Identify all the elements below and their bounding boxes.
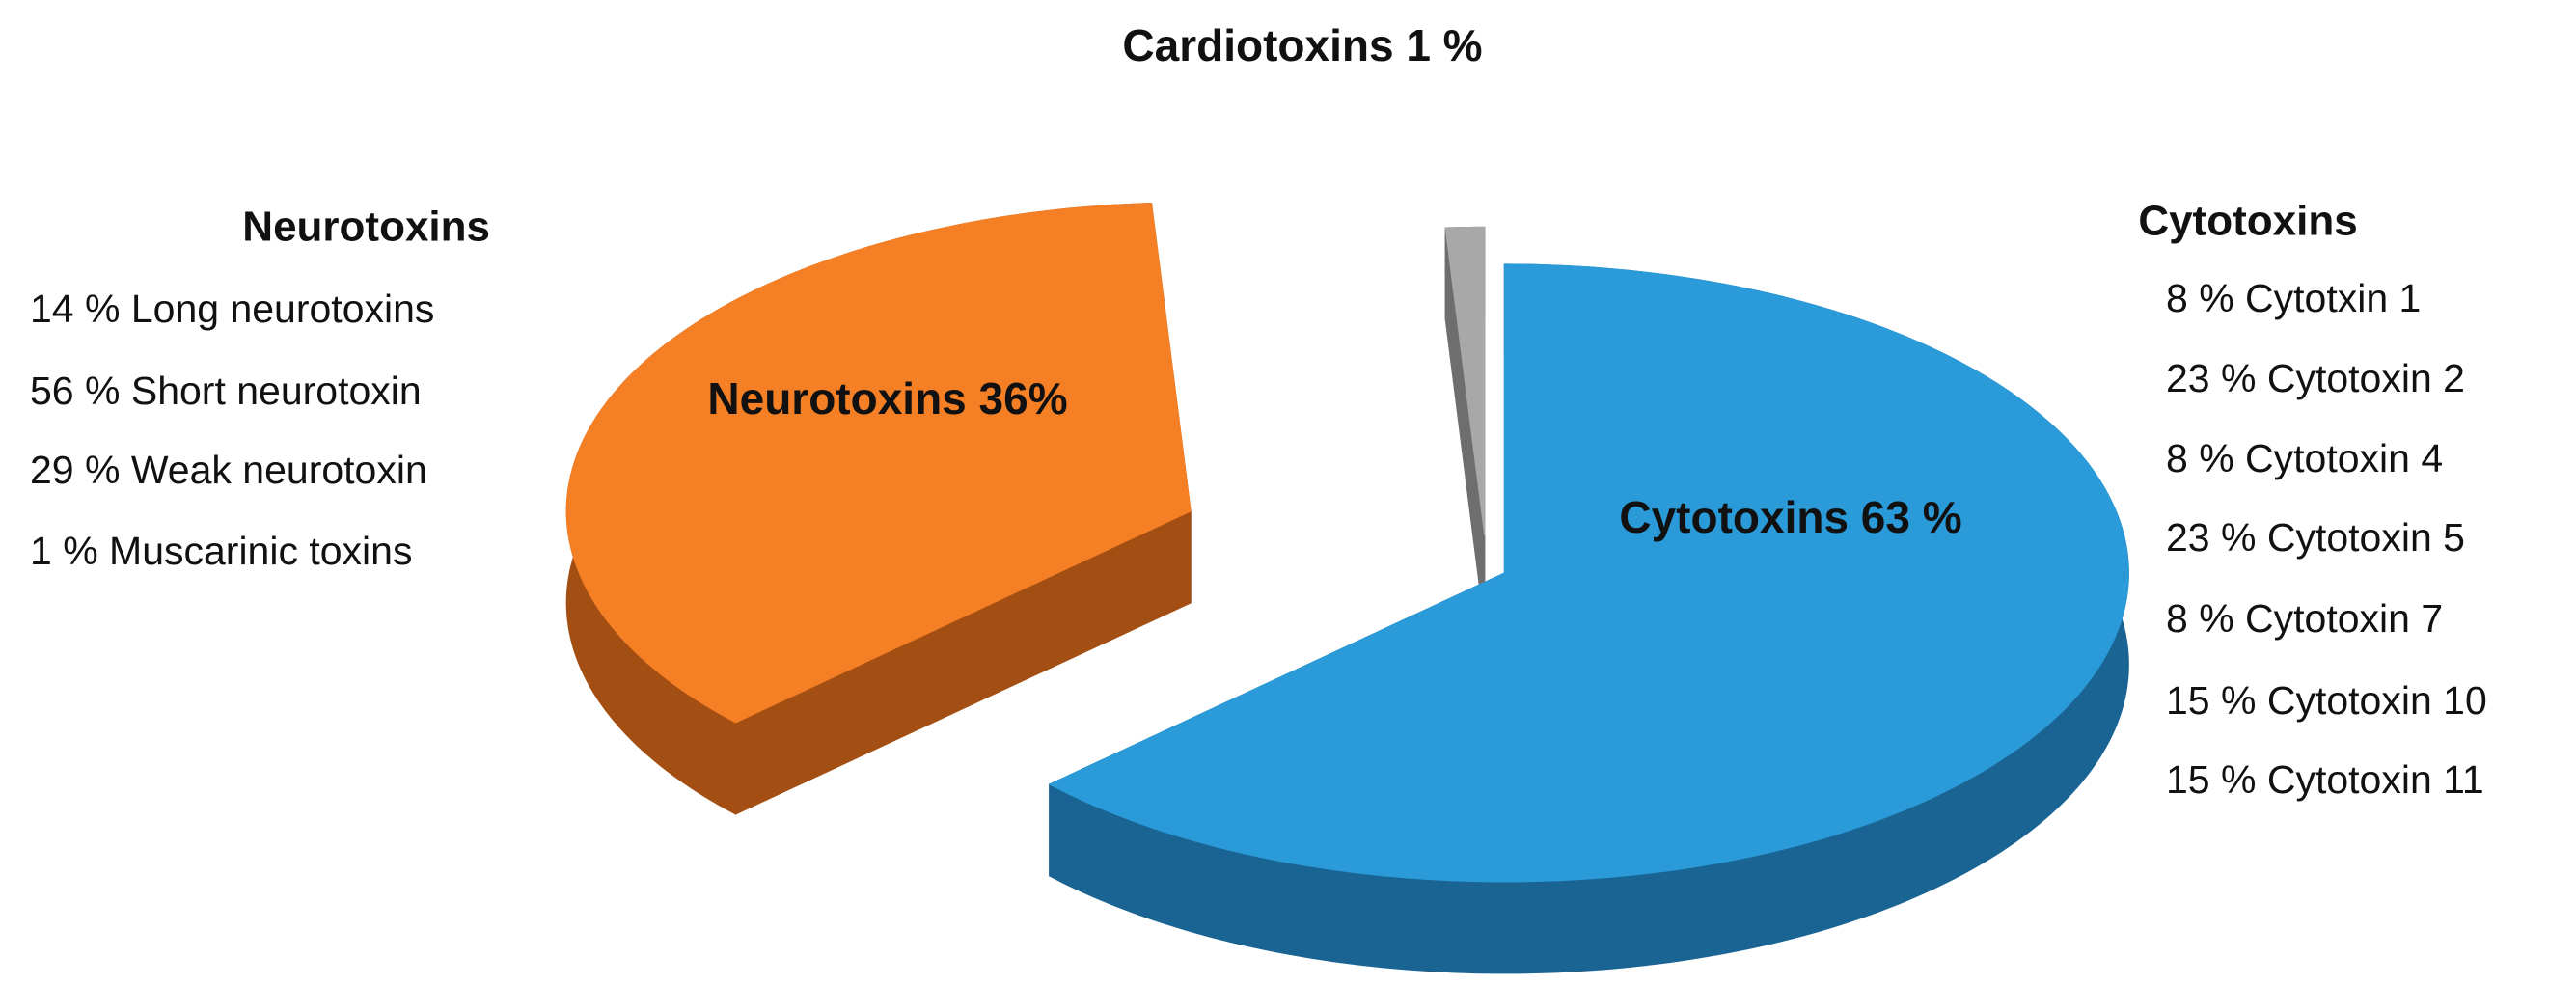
breakdown-title: Cytotoxins [2138, 198, 2357, 245]
breakdown-item: 8 % Cytotxin 1 [2166, 276, 2421, 320]
slice [565, 203, 1192, 724]
breakdown-item: 29 % Weak neurotoxin [30, 448, 427, 492]
pie-tops [565, 203, 2129, 883]
breakdown-item: 15 % Cytotoxin 11 [2166, 757, 2484, 802]
slice-label: Neurotoxins 36% [707, 373, 1067, 424]
slice [1444, 226, 1486, 536]
breakdown-item: 15 % Cytotoxin 10 [2166, 678, 2487, 723]
breakdown-item: 23 % Cytotoxin 5 [2166, 515, 2465, 560]
breakdown-item: 1 % Muscarinic toxins [30, 529, 412, 573]
breakdown-item: 8 % Cytotoxin 4 [2166, 436, 2443, 480]
slice-label: Cytotoxins 63 % [1619, 492, 1961, 542]
slice [1048, 263, 2129, 883]
breakdown-item: 14 % Long neurotoxins [30, 287, 434, 331]
slice-label: Cardiotoxins 1 % [1122, 20, 1482, 70]
breakdown-item: 23 % Cytotoxin 2 [2166, 356, 2465, 400]
breakdown-title: Neurotoxins [242, 204, 490, 251]
breakdown-item: 56 % Short neurotoxin [30, 369, 422, 413]
breakdown-item: 8 % Cytotoxin 7 [2166, 596, 2443, 641]
